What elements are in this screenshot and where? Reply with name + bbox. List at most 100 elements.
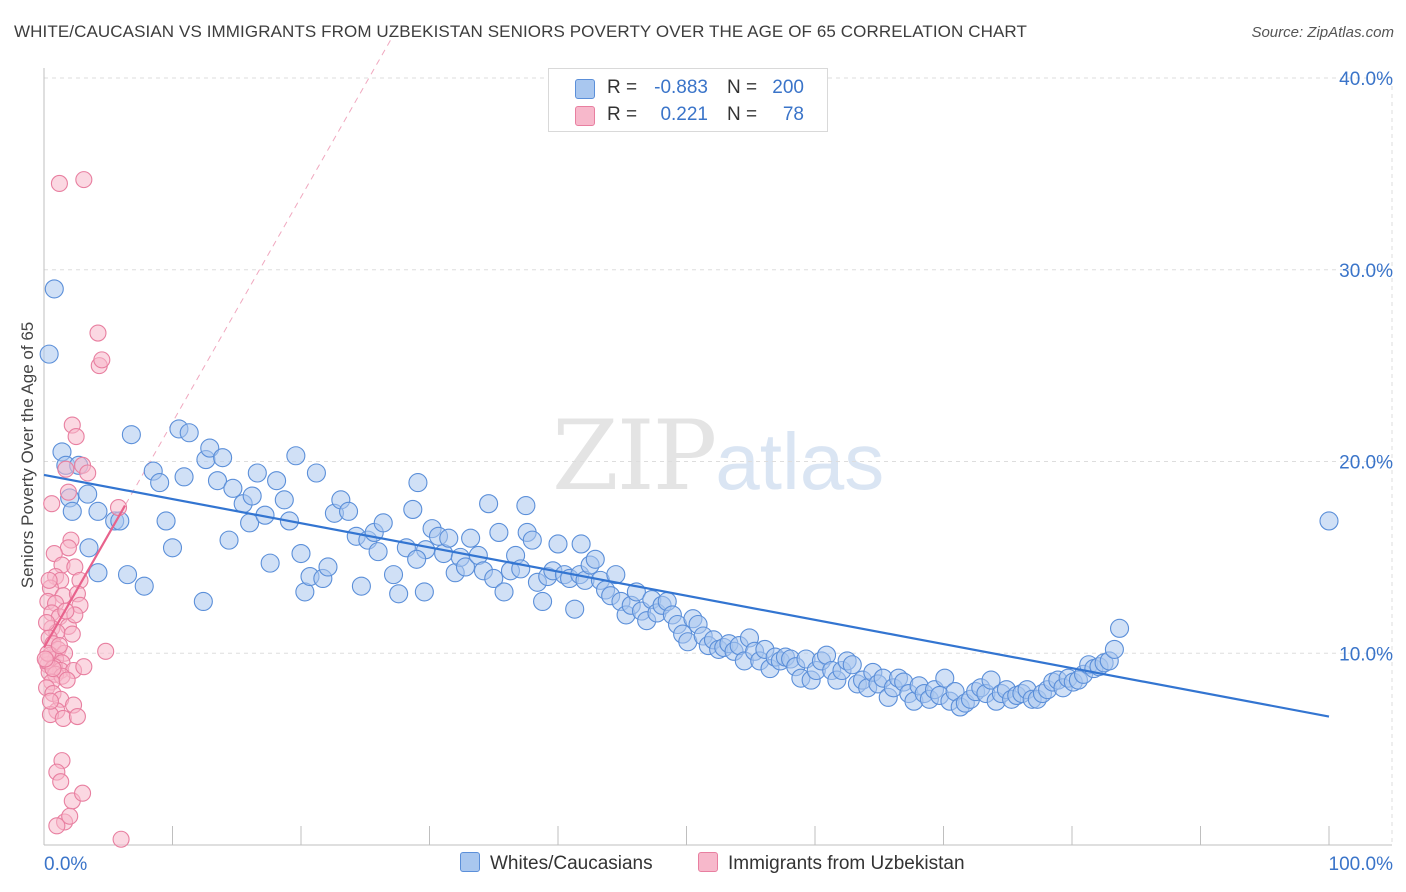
- trend-line-whites: [43, 473, 1330, 718]
- point-whites: [479, 494, 499, 514]
- point-whites: [338, 501, 359, 521]
- watermark: ZIPatlas: [552, 400, 884, 512]
- point-uzbekistan: [112, 830, 130, 848]
- point-whites: [242, 486, 262, 506]
- point-uzbekistan: [38, 614, 56, 632]
- point-whites: [78, 484, 98, 504]
- point-whites: [935, 668, 955, 688]
- tick-labels: 10.0% 20.0% 30.0% 40.0% 0.0% 100.0%: [44, 69, 1393, 875]
- legend-swatch-blue: [460, 852, 480, 872]
- point-whites: [267, 471, 287, 491]
- point-whites: [174, 467, 194, 487]
- y-axis-label: Seniors Poverty Over the Age of 65: [18, 321, 37, 589]
- correlation-legend: R = -0.883 N = 200 R = 0.221 N = 78: [548, 68, 828, 132]
- point-whites: [606, 565, 626, 585]
- legend-item-uzbekistan[interactable]: Immigrants from Uzbekistan: [698, 852, 965, 876]
- point-uzbekistan: [40, 571, 58, 589]
- point-whites: [200, 438, 220, 458]
- point-whites: [389, 584, 409, 604]
- y-tick-label: 20.0%: [1339, 453, 1393, 474]
- source-credit: Source: ZipAtlas.com: [1251, 24, 1394, 41]
- point-whites: [134, 576, 154, 596]
- point-whites: [383, 565, 404, 585]
- point-whites: [565, 599, 585, 619]
- point-whites: [318, 557, 338, 577]
- trend-line-uzbekistan-extended: [43, 39, 392, 648]
- point-whites: [79, 538, 99, 558]
- series-legend: Whites/Caucasians Immigrants from Uzbeki…: [0, 852, 1406, 878]
- legend-label-uzbekistan: Immigrants from Uzbekistan: [728, 853, 965, 874]
- point-whites: [439, 528, 459, 548]
- point-uzbekistan: [36, 650, 54, 668]
- legend-n-value: 78: [782, 104, 804, 125]
- point-whites: [414, 582, 434, 602]
- point-whites: [219, 530, 239, 550]
- axes: [43, 68, 1392, 846]
- point-uzbekistan: [74, 784, 92, 802]
- point-whites: [368, 542, 388, 562]
- point-uzbekistan: [59, 483, 77, 501]
- point-whites: [571, 534, 591, 554]
- point-whites: [62, 501, 82, 521]
- y-tick-label: 30.0%: [1339, 261, 1393, 282]
- point-whites: [213, 448, 233, 468]
- point-whites: [842, 655, 862, 675]
- legend-item-whites[interactable]: Whites/Caucasians: [460, 852, 653, 876]
- legend-row-whites: R = -0.883 N = 200: [549, 75, 827, 101]
- point-whites: [162, 538, 183, 558]
- point-whites: [223, 478, 243, 498]
- watermark-zip: ZIP: [552, 400, 717, 512]
- point-whites: [373, 513, 393, 533]
- legend-n-value: 200: [772, 77, 804, 98]
- point-uzbekistan: [50, 174, 68, 193]
- point-uzbekistan: [89, 324, 107, 342]
- point-uzbekistan: [52, 773, 70, 791]
- grid: [44, 77, 1393, 845]
- point-whites: [260, 553, 280, 573]
- point-uzbekistan: [54, 709, 72, 727]
- point-whites: [461, 528, 481, 548]
- point-uzbekistan: [43, 495, 61, 513]
- point-whites: [522, 530, 542, 550]
- point-whites: [408, 473, 428, 493]
- point-whites: [533, 591, 553, 612]
- point-whites: [407, 549, 427, 569]
- point-whites: [306, 463, 326, 483]
- point-uzbekistan: [93, 351, 111, 369]
- point-uzbekistan: [63, 625, 81, 643]
- point-whites: [585, 549, 605, 569]
- point-whites: [88, 563, 108, 583]
- point-whites: [1104, 639, 1124, 659]
- point-uzbekistan: [48, 817, 66, 835]
- point-whites: [193, 591, 213, 612]
- x-tick-label: 100.0%: [1329, 854, 1394, 875]
- legend-label-whites: Whites/Caucasians: [490, 853, 653, 874]
- y-tick-label: 10.0%: [1339, 644, 1393, 665]
- point-whites: [516, 496, 536, 516]
- point-uzbekistan: [79, 464, 97, 482]
- x-tick-label: 0.0%: [44, 854, 87, 875]
- point-uzbekistan: [61, 807, 79, 825]
- point-whites: [247, 463, 267, 483]
- point-uzbekistan: [57, 460, 75, 478]
- legend-n-label: N =: [727, 104, 758, 125]
- point-whites: [88, 501, 108, 521]
- point-whites: [291, 543, 311, 564]
- point-whites: [286, 446, 306, 466]
- point-whites: [351, 576, 371, 596]
- point-uzbekistan: [75, 171, 93, 189]
- legend-n-label: N =: [727, 77, 758, 98]
- point-whites: [179, 423, 199, 443]
- legend-swatch-blue: [575, 79, 595, 99]
- point-whites: [455, 557, 476, 577]
- point-whites: [207, 471, 228, 491]
- point-uzbekistan: [41, 692, 59, 710]
- series-whites-points: [39, 279, 1339, 717]
- point-whites: [117, 565, 138, 585]
- point-uzbekistan: [50, 637, 68, 655]
- point-uzbekistan: [67, 428, 85, 446]
- point-whites: [44, 279, 64, 299]
- legend-swatch-pink: [575, 106, 595, 126]
- legend-r-value: -0.883: [654, 77, 708, 98]
- point-uzbekistan: [97, 642, 115, 660]
